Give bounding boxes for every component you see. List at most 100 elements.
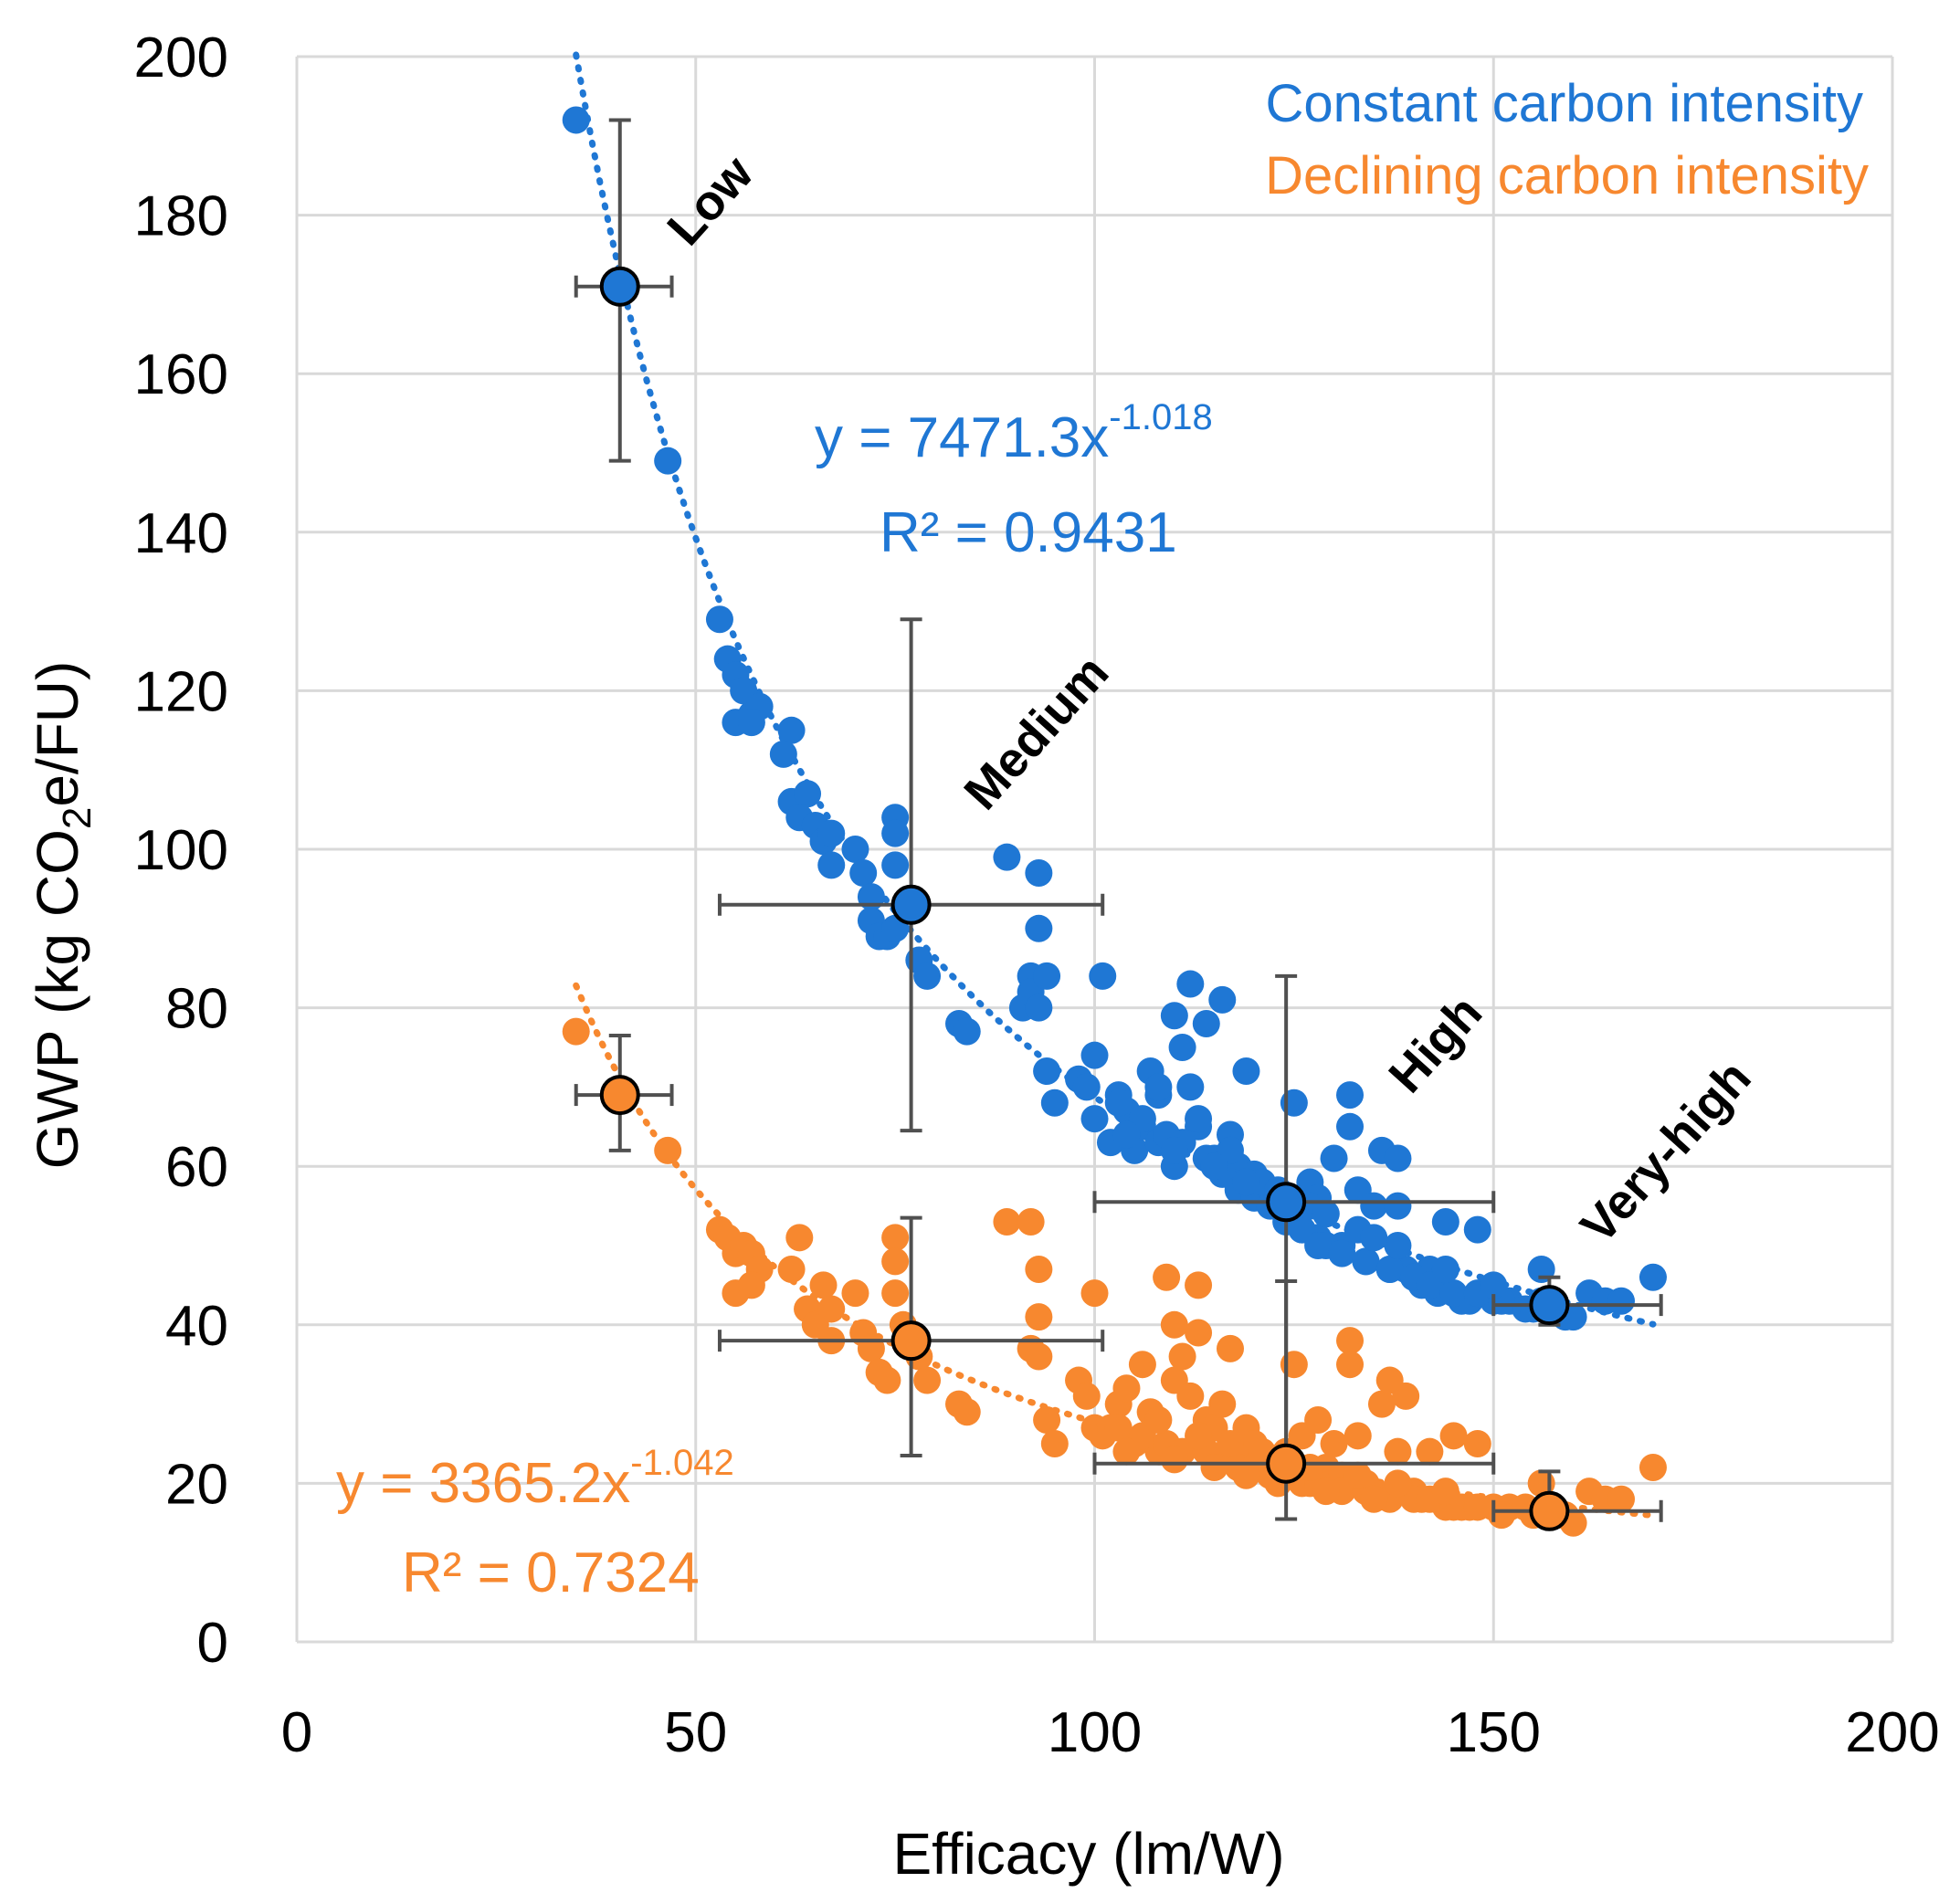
point-constant-64 — [1208, 985, 1237, 1014]
y-tick-80: 80 — [165, 978, 228, 1041]
summary-marker-declining-very-high — [1529, 1490, 1570, 1531]
point-declining-32 — [1025, 1256, 1053, 1284]
fit-equation-declining: y = 3365.2x-1.042 — [336, 1443, 734, 1515]
point-declining-135 — [1200, 1454, 1228, 1482]
point-declining-56 — [1185, 1319, 1213, 1347]
point-constant-42 — [1040, 1088, 1069, 1117]
point-declining-59 — [1208, 1390, 1237, 1418]
point-declining-15 — [817, 1295, 846, 1323]
y-tick-0: 0 — [197, 1612, 228, 1675]
point-constant-143 — [1112, 1120, 1141, 1149]
point-declining-73 — [1320, 1430, 1348, 1457]
point-declining-132 — [1431, 1478, 1459, 1506]
point-constant-80 — [1320, 1144, 1348, 1173]
point-constant-67 — [1232, 1057, 1260, 1086]
point-declining-130 — [1344, 1461, 1372, 1489]
point-declining-123 — [1463, 1493, 1491, 1521]
y-tick-60: 60 — [165, 1136, 228, 1199]
point-constant-36 — [1025, 859, 1053, 888]
point-constant-100 — [1463, 1215, 1491, 1244]
summary-marker-declining-low — [599, 1075, 640, 1116]
point-declining-47 — [1128, 1351, 1156, 1379]
point-constant-27 — [881, 819, 910, 847]
point-declining-60 — [1216, 1334, 1244, 1362]
point-constant-11 — [769, 740, 797, 768]
point-declining-22 — [881, 1224, 910, 1252]
point-declining-131 — [1384, 1469, 1412, 1498]
point-declining-82 — [1384, 1437, 1412, 1466]
y-tick-120: 120 — [134, 660, 228, 723]
summary-marker-declining-high — [1266, 1443, 1307, 1484]
point-declining-17 — [841, 1279, 869, 1308]
point-declining-9 — [737, 1271, 765, 1299]
point-constant-86 — [1360, 1192, 1388, 1220]
fit-r2-constant: R² = 0.9431 — [880, 501, 1177, 564]
point-constant-58 — [1168, 1034, 1196, 1061]
point-declining-133 — [1112, 1437, 1141, 1466]
point-declining-24 — [881, 1279, 910, 1308]
point-constant-149 — [1360, 1224, 1388, 1252]
point-declining-126 — [1185, 1422, 1213, 1450]
x-tick-labels: 0 50 100 150 200 — [281, 1701, 1940, 1764]
point-constant-126 — [1328, 1239, 1356, 1267]
error-bars — [574, 118, 1663, 1525]
y-tick-160: 160 — [134, 343, 228, 406]
summary-marker-declining-medium — [890, 1320, 932, 1362]
y-tick-20: 20 — [165, 1453, 228, 1516]
point-constant-135 — [1185, 1105, 1213, 1133]
point-declining-51 — [1160, 1310, 1188, 1339]
point-declining-1 — [654, 1136, 682, 1164]
point-constant-40 — [1033, 962, 1061, 990]
point-constant-46 — [1072, 1073, 1101, 1101]
x-tick-200: 200 — [1845, 1701, 1939, 1764]
point-constant-90 — [1384, 1192, 1412, 1220]
point-constant-10 — [777, 716, 806, 744]
x-tick-100: 100 — [1048, 1701, 1142, 1764]
point-constant-114 — [1104, 1088, 1133, 1117]
point-declining-55 — [1185, 1271, 1213, 1299]
point-declining-45 — [1112, 1374, 1141, 1403]
fit-equation-constant-base: y = 7471.3x — [815, 406, 1109, 469]
point-declining-39 — [1080, 1279, 1109, 1308]
point-constant-33 — [993, 843, 1021, 871]
point-constant-56 — [1160, 1002, 1188, 1030]
point-constant-2 — [705, 605, 733, 634]
point-declining-21 — [873, 1366, 901, 1394]
point-constant-144 — [1160, 1136, 1188, 1164]
point-constant-0 — [562, 106, 590, 134]
point-declining-50 — [1153, 1263, 1181, 1291]
point-declining-10 — [777, 1256, 806, 1284]
y-axis-label-part2: e/FU) — [25, 661, 90, 807]
point-declining-75 — [1336, 1327, 1365, 1355]
point-declining-36 — [1033, 1405, 1061, 1434]
point-declining-80 — [1367, 1390, 1396, 1418]
point-constant-19 — [841, 836, 869, 863]
point-declining-76 — [1336, 1351, 1365, 1379]
gridlines — [295, 55, 1894, 1644]
point-constant-146 — [1232, 1168, 1260, 1196]
point-constant-1 — [654, 447, 682, 475]
summary-markers — [599, 266, 1570, 1531]
point-constant-89 — [1384, 1144, 1412, 1173]
point-constant-39 — [1025, 994, 1053, 1022]
point-declining-27 — [913, 1366, 942, 1394]
point-constant-140 — [1384, 1232, 1412, 1259]
x-tick-150: 150 — [1447, 1701, 1541, 1764]
point-constant-9 — [737, 709, 765, 737]
scatter-points — [562, 106, 1667, 1537]
point-constant-134 — [1144, 1073, 1173, 1101]
point-constant-44 — [1080, 1041, 1109, 1069]
summary-marker-constant-low — [599, 266, 640, 307]
x-tick-0: 0 — [281, 1701, 312, 1764]
point-constant-141 — [1431, 1256, 1459, 1284]
point-declining-139 — [1360, 1485, 1388, 1513]
point-declining-40 — [1072, 1382, 1101, 1410]
point-constant-47 — [1080, 1105, 1109, 1133]
x-tick-50: 50 — [664, 1701, 727, 1764]
point-constant-32 — [953, 1017, 981, 1046]
summary-marker-constant-medium — [890, 884, 932, 925]
y-tick-40: 40 — [165, 1295, 228, 1358]
point-constant-45 — [1089, 962, 1117, 990]
point-constant-96 — [1431, 1207, 1459, 1236]
y-tick-100: 100 — [134, 819, 228, 882]
